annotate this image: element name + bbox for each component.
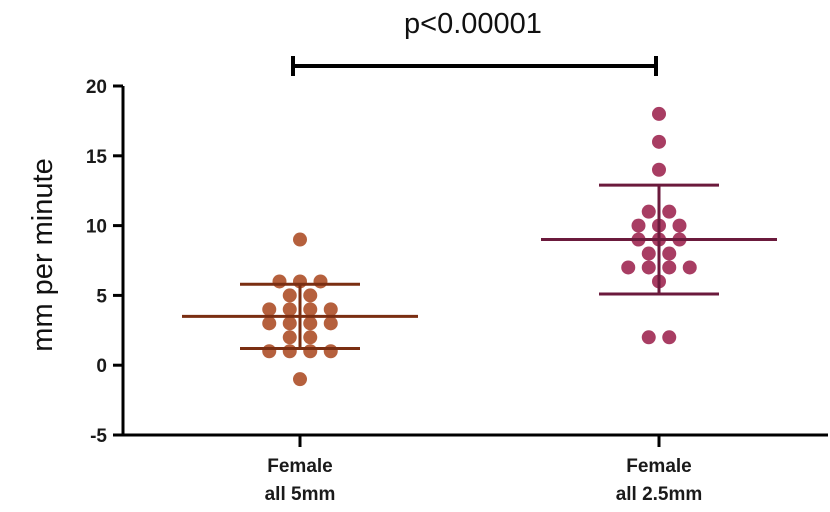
- data-point-0-0: [262, 344, 277, 359]
- data-point-1-7: [641, 246, 656, 261]
- x-category-label-0-line1: Female: [267, 456, 332, 477]
- data-point-1-14: [672, 218, 687, 233]
- data-point-1-3: [621, 260, 636, 275]
- labels: -5 0 5 10 15 20 Female all 5mm Female all 2.5mm: [86, 77, 702, 505]
- data-point-0-6: [262, 316, 277, 331]
- data-point-1-12: [631, 218, 646, 233]
- data-point-0-1: [282, 344, 297, 359]
- data-point-0-16: [272, 274, 287, 289]
- data-point-1-16: [662, 204, 677, 219]
- data-point-0-18: [313, 274, 328, 289]
- data-point-1-15: [641, 204, 656, 219]
- data-point-0-7: [282, 316, 297, 331]
- data-point-1-4: [641, 260, 656, 275]
- y-tick-label-0: -5: [90, 426, 107, 447]
- significance-label: p<0.00001: [404, 8, 542, 40]
- x-category-label-1-line1: Female: [626, 456, 691, 477]
- data-point-0-3: [323, 344, 338, 359]
- data-point-0-14: [282, 288, 297, 303]
- data-point-1-1: [662, 330, 677, 345]
- axes: [113, 56, 828, 447]
- data-point-1-18: [652, 134, 666, 149]
- data-point-0-13: [323, 302, 338, 317]
- data-point-1-5: [662, 260, 677, 275]
- data-point-0-5: [303, 330, 318, 345]
- x-category-label-1-line2: all 2.5mm: [616, 484, 703, 505]
- data-point-0-19: [293, 232, 307, 247]
- data-point-0-9: [323, 316, 338, 331]
- y-axis-label: mm per minute: [27, 158, 59, 351]
- data-point-1-17: [652, 162, 666, 177]
- data-point-0-2: [303, 344, 318, 359]
- data-marks: [182, 106, 777, 387]
- y-tick-label-5: 20: [86, 77, 107, 98]
- y-tick-label-2: 5: [96, 286, 107, 307]
- data-point-1-19: [652, 106, 666, 121]
- data-point-0-4: [282, 330, 297, 345]
- data-point-1-6: [682, 260, 697, 275]
- data-point-0-12: [303, 302, 318, 317]
- data-point-0-10: [262, 302, 277, 317]
- data-point-0-15: [303, 288, 318, 303]
- y-tick-label-1: 0: [96, 356, 107, 377]
- x-category-label-0-line2: all 5mm: [265, 484, 336, 505]
- data-point-0-20: [293, 372, 307, 387]
- y-tick-label-3: 10: [86, 217, 107, 238]
- data-point-1-0: [641, 330, 656, 345]
- data-point-0-8: [303, 316, 318, 331]
- data-point-1-8: [662, 246, 677, 261]
- y-tick-label-4: 15: [86, 147, 108, 168]
- data-point-0-11: [282, 302, 297, 317]
